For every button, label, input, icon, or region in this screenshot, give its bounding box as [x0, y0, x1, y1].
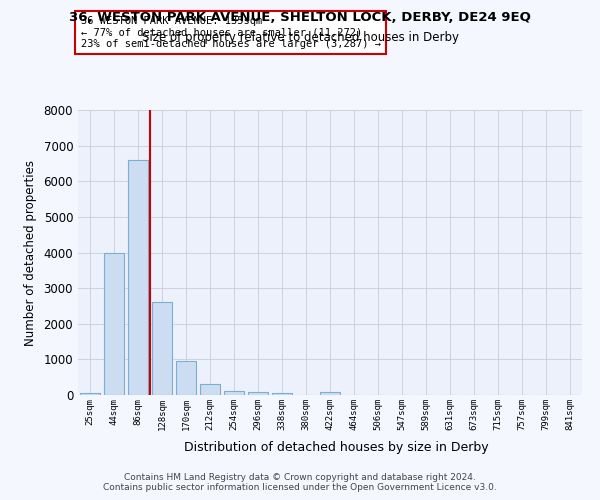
Bar	[104, 252, 124, 395]
Text: 36 WESTON PARK AVENUE: 135sqm
← 77% of detached houses are smaller (11,272)
23% : 36 WESTON PARK AVENUE: 135sqm ← 77% of d…	[80, 16, 380, 49]
Bar	[224, 390, 244, 395]
Bar	[128, 160, 148, 395]
Text: Contains HM Land Registry data © Crown copyright and database right 2024.
Contai: Contains HM Land Registry data © Crown c…	[103, 473, 497, 492]
Text: Size of property relative to detached houses in Derby: Size of property relative to detached ho…	[142, 31, 458, 44]
Bar	[272, 393, 292, 395]
Bar	[320, 392, 340, 395]
Bar	[152, 302, 172, 395]
Bar	[200, 384, 220, 395]
Bar	[176, 361, 196, 395]
Text: Distribution of detached houses by size in Derby: Distribution of detached houses by size …	[184, 441, 488, 454]
Bar	[80, 393, 100, 395]
Bar	[248, 392, 268, 395]
Text: 36, WESTON PARK AVENUE, SHELTON LOCK, DERBY, DE24 9EQ: 36, WESTON PARK AVENUE, SHELTON LOCK, DE…	[69, 11, 531, 24]
Y-axis label: Number of detached properties: Number of detached properties	[23, 160, 37, 346]
